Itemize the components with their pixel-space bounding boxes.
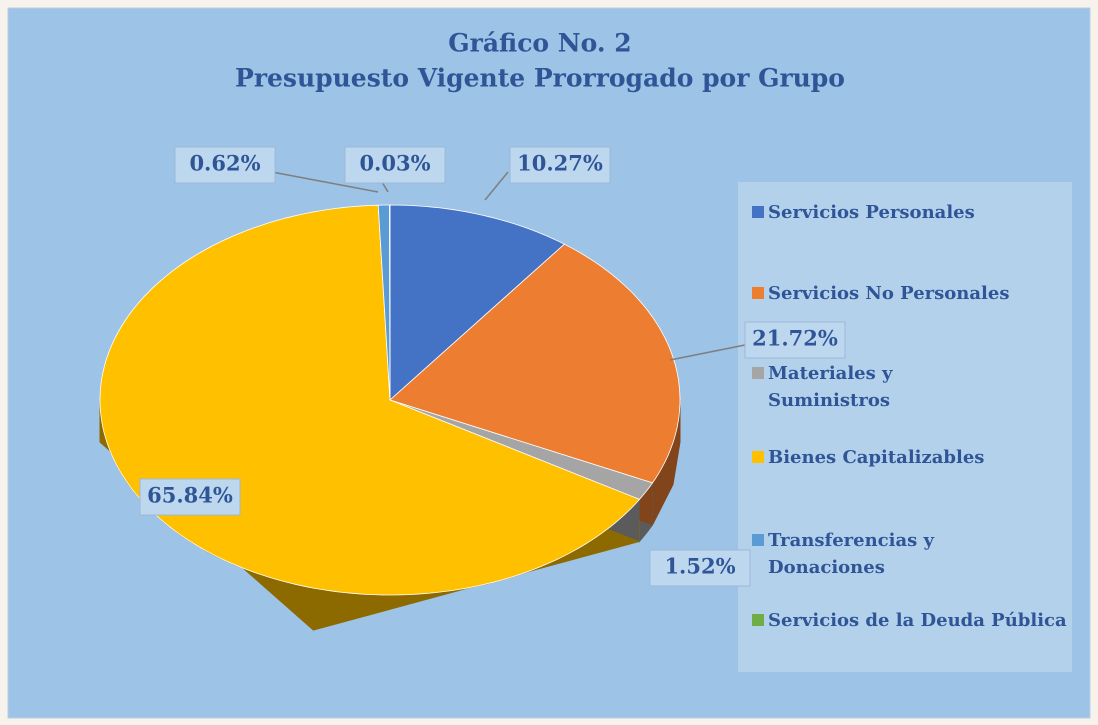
legend-entry: Transferencias y Donaciones [752,527,988,581]
legend-entry: Servicios de la Deuda Pública [752,607,1068,634]
chart-title: Gráfico No. 2 [448,29,631,58]
leader-line [669,344,746,361]
leader-line [484,171,509,201]
legend-entry: Materiales y Suministros [752,360,968,414]
label-box [344,146,446,184]
label-box [509,146,611,184]
legend-swatch [752,614,764,626]
label-box [744,321,846,359]
leader-line [381,181,389,193]
legend-swatch [752,367,764,379]
slice [389,204,391,401]
legend-label: Transferencias y Donaciones [768,530,934,578]
label-box [139,478,241,516]
data-label: 21.72% [752,326,838,351]
legend-swatch [752,451,764,463]
data-label: 10.27% [517,151,603,176]
legend-swatch [752,287,764,299]
chart-subtitle: Presupuesto Vigente Prorrogado por Grupo [235,64,845,93]
legend-label: Bienes Capitalizables [768,447,985,468]
leader-line [271,171,379,193]
legend-label: Servicios No Personales [768,283,1010,304]
legend-entry: Servicios No Personales [752,280,1088,307]
data-label: 0.03% [359,151,430,176]
legend-box [738,182,1072,672]
data-label: 1.52% [664,554,735,579]
legend-entry: Bienes Capitalizables [752,444,1088,471]
legend-label: Servicios de la Deuda Pública [768,610,1067,631]
data-label: 65.84% [147,483,233,508]
legend-label: Servicios Personales [768,202,975,223]
label-box [174,146,276,184]
slice [389,204,566,401]
legend-swatch [752,206,764,218]
slice [389,243,681,484]
legend-swatch [752,534,764,546]
label-box [649,549,751,587]
legend-entry: Servicios Personales [752,199,1088,226]
legend-label: Materiales y Suministros [768,363,893,411]
data-label: 0.62% [189,151,260,176]
